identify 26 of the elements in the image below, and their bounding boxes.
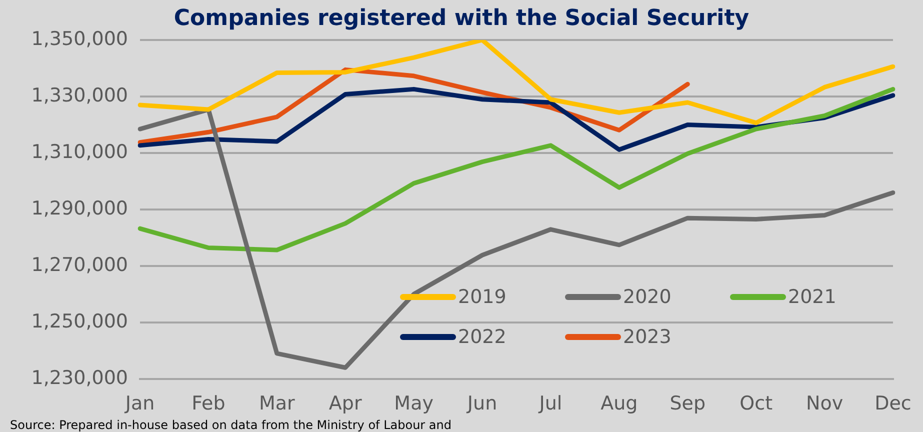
y-tick-label: 1,310,000	[31, 141, 128, 164]
legend-label: 2023	[623, 326, 672, 348]
y-tick-label: 1,270,000	[31, 254, 128, 276]
y-tick-label: 1,350,000	[31, 28, 128, 50]
x-tick-label: Oct	[740, 392, 773, 415]
source-note: Source: Prepared in-house based on data from the Ministry of Labour and	[10, 418, 452, 432]
x-tick-label: Nov	[806, 392, 844, 415]
legend-label: 2020	[623, 286, 672, 308]
x-tick-label: Dec	[874, 392, 912, 415]
x-tick-label: Sep	[670, 392, 706, 415]
x-tick-label: Mar	[258, 392, 296, 415]
x-tick-label: Jan	[124, 392, 155, 415]
legend-label: 2021	[788, 286, 836, 308]
x-tick-label: Feb	[192, 392, 226, 415]
legend-label: 2019	[458, 286, 506, 308]
x-tick-label: Jun	[466, 392, 498, 415]
y-tick-label: 1,250,000	[31, 310, 128, 333]
x-tick-label: May	[394, 392, 434, 415]
x-tick-label: Aug	[600, 392, 638, 415]
y-tick-label: 1,290,000	[31, 198, 128, 220]
chart-title: Companies registered with the Social Security	[174, 6, 750, 31]
y-tick-label: 1,230,000	[31, 367, 128, 390]
x-tick-label: Jul	[538, 392, 562, 415]
y-tick-label: 1,330,000	[31, 84, 128, 106]
legend-label: 2022	[458, 326, 506, 348]
x-tick-label: Apr	[328, 392, 362, 415]
